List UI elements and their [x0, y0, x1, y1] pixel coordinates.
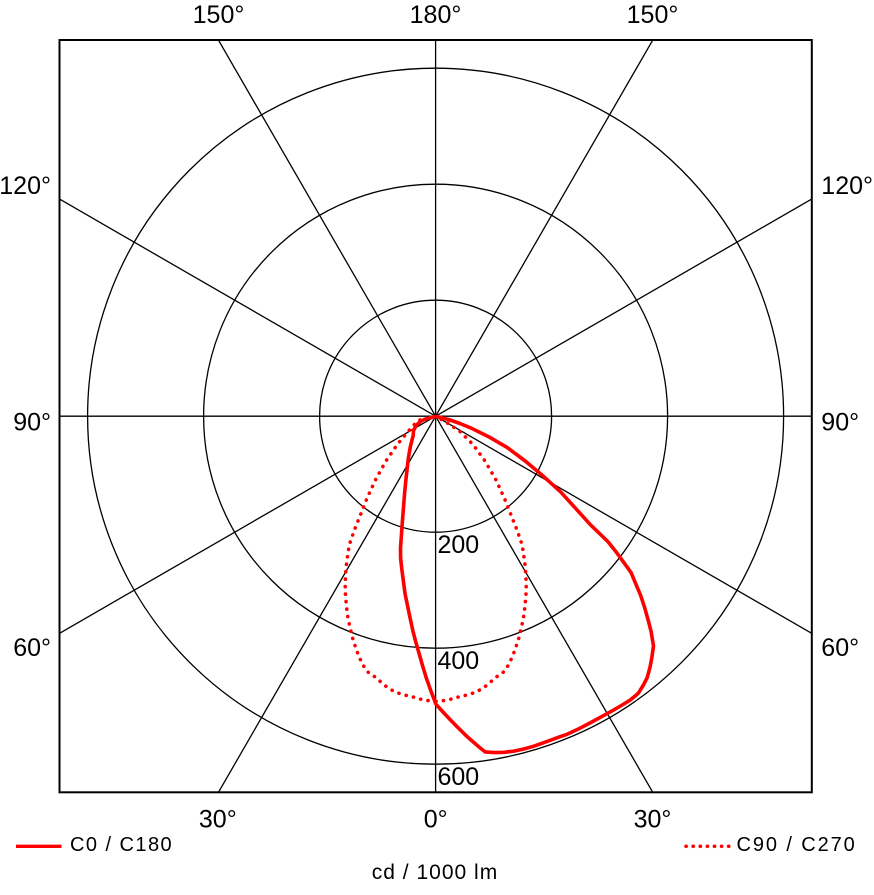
- svg-text:600: 600: [438, 763, 480, 791]
- svg-text:60°: 60°: [821, 634, 859, 662]
- svg-text:90°: 90°: [13, 408, 51, 436]
- svg-text:120°: 120°: [0, 172, 51, 200]
- svg-text:C90 / C270: C90 / C270: [737, 834, 857, 856]
- svg-text:30°: 30°: [634, 806, 672, 834]
- svg-text:90°: 90°: [821, 408, 859, 436]
- svg-text:150°: 150°: [193, 1, 245, 29]
- svg-text:60°: 60°: [13, 634, 51, 662]
- svg-text:120°: 120°: [821, 172, 873, 200]
- svg-text:cd / 1000 lm: cd / 1000 lm: [372, 861, 498, 884]
- svg-text:400: 400: [438, 647, 480, 675]
- svg-text:30°: 30°: [199, 806, 237, 834]
- svg-text:0°: 0°: [424, 806, 448, 834]
- svg-text:150°: 150°: [627, 1, 679, 29]
- svg-text:C0 / C180: C0 / C180: [70, 834, 173, 856]
- svg-text:200: 200: [438, 531, 480, 559]
- svg-text:180°: 180°: [410, 1, 462, 29]
